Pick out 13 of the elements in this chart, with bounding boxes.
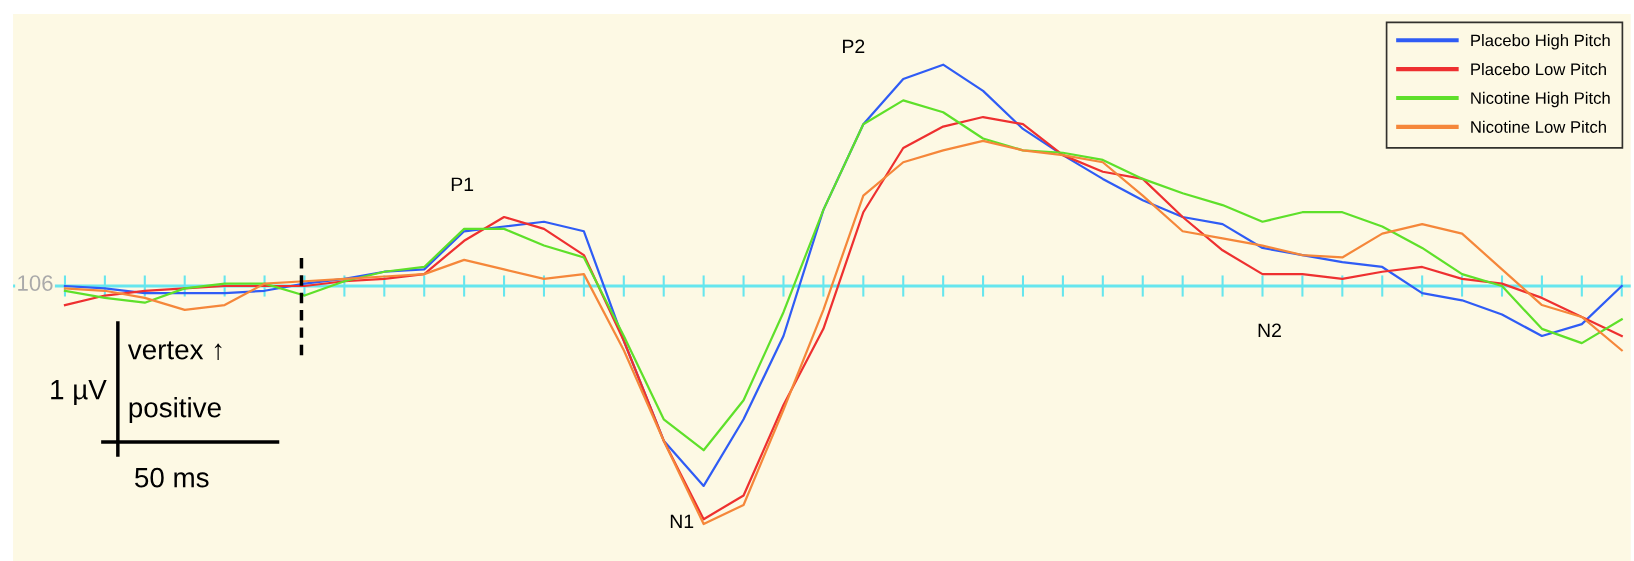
legend-label: Placebo Low Pitch — [1471, 62, 1606, 76]
annotation: N2 — [1258, 323, 1281, 338]
annotation: 106 — [18, 275, 53, 291]
legend-label: Nicotine Low Pitch — [1471, 120, 1606, 133]
annotation: N1 — [670, 514, 694, 529]
annotation: P1 — [451, 177, 474, 192]
annotation: vertex ↑ — [127, 341, 222, 361]
annotation: 1 µV — [51, 380, 107, 405]
legend-label: Placebo High Pitch — [1471, 34, 1610, 50]
legend-label: Nicotine High Pitch — [1471, 91, 1610, 108]
annotation: 50 ms — [135, 467, 209, 488]
annotation: positive — [129, 397, 221, 423]
text: P2 — [843, 39, 865, 54]
